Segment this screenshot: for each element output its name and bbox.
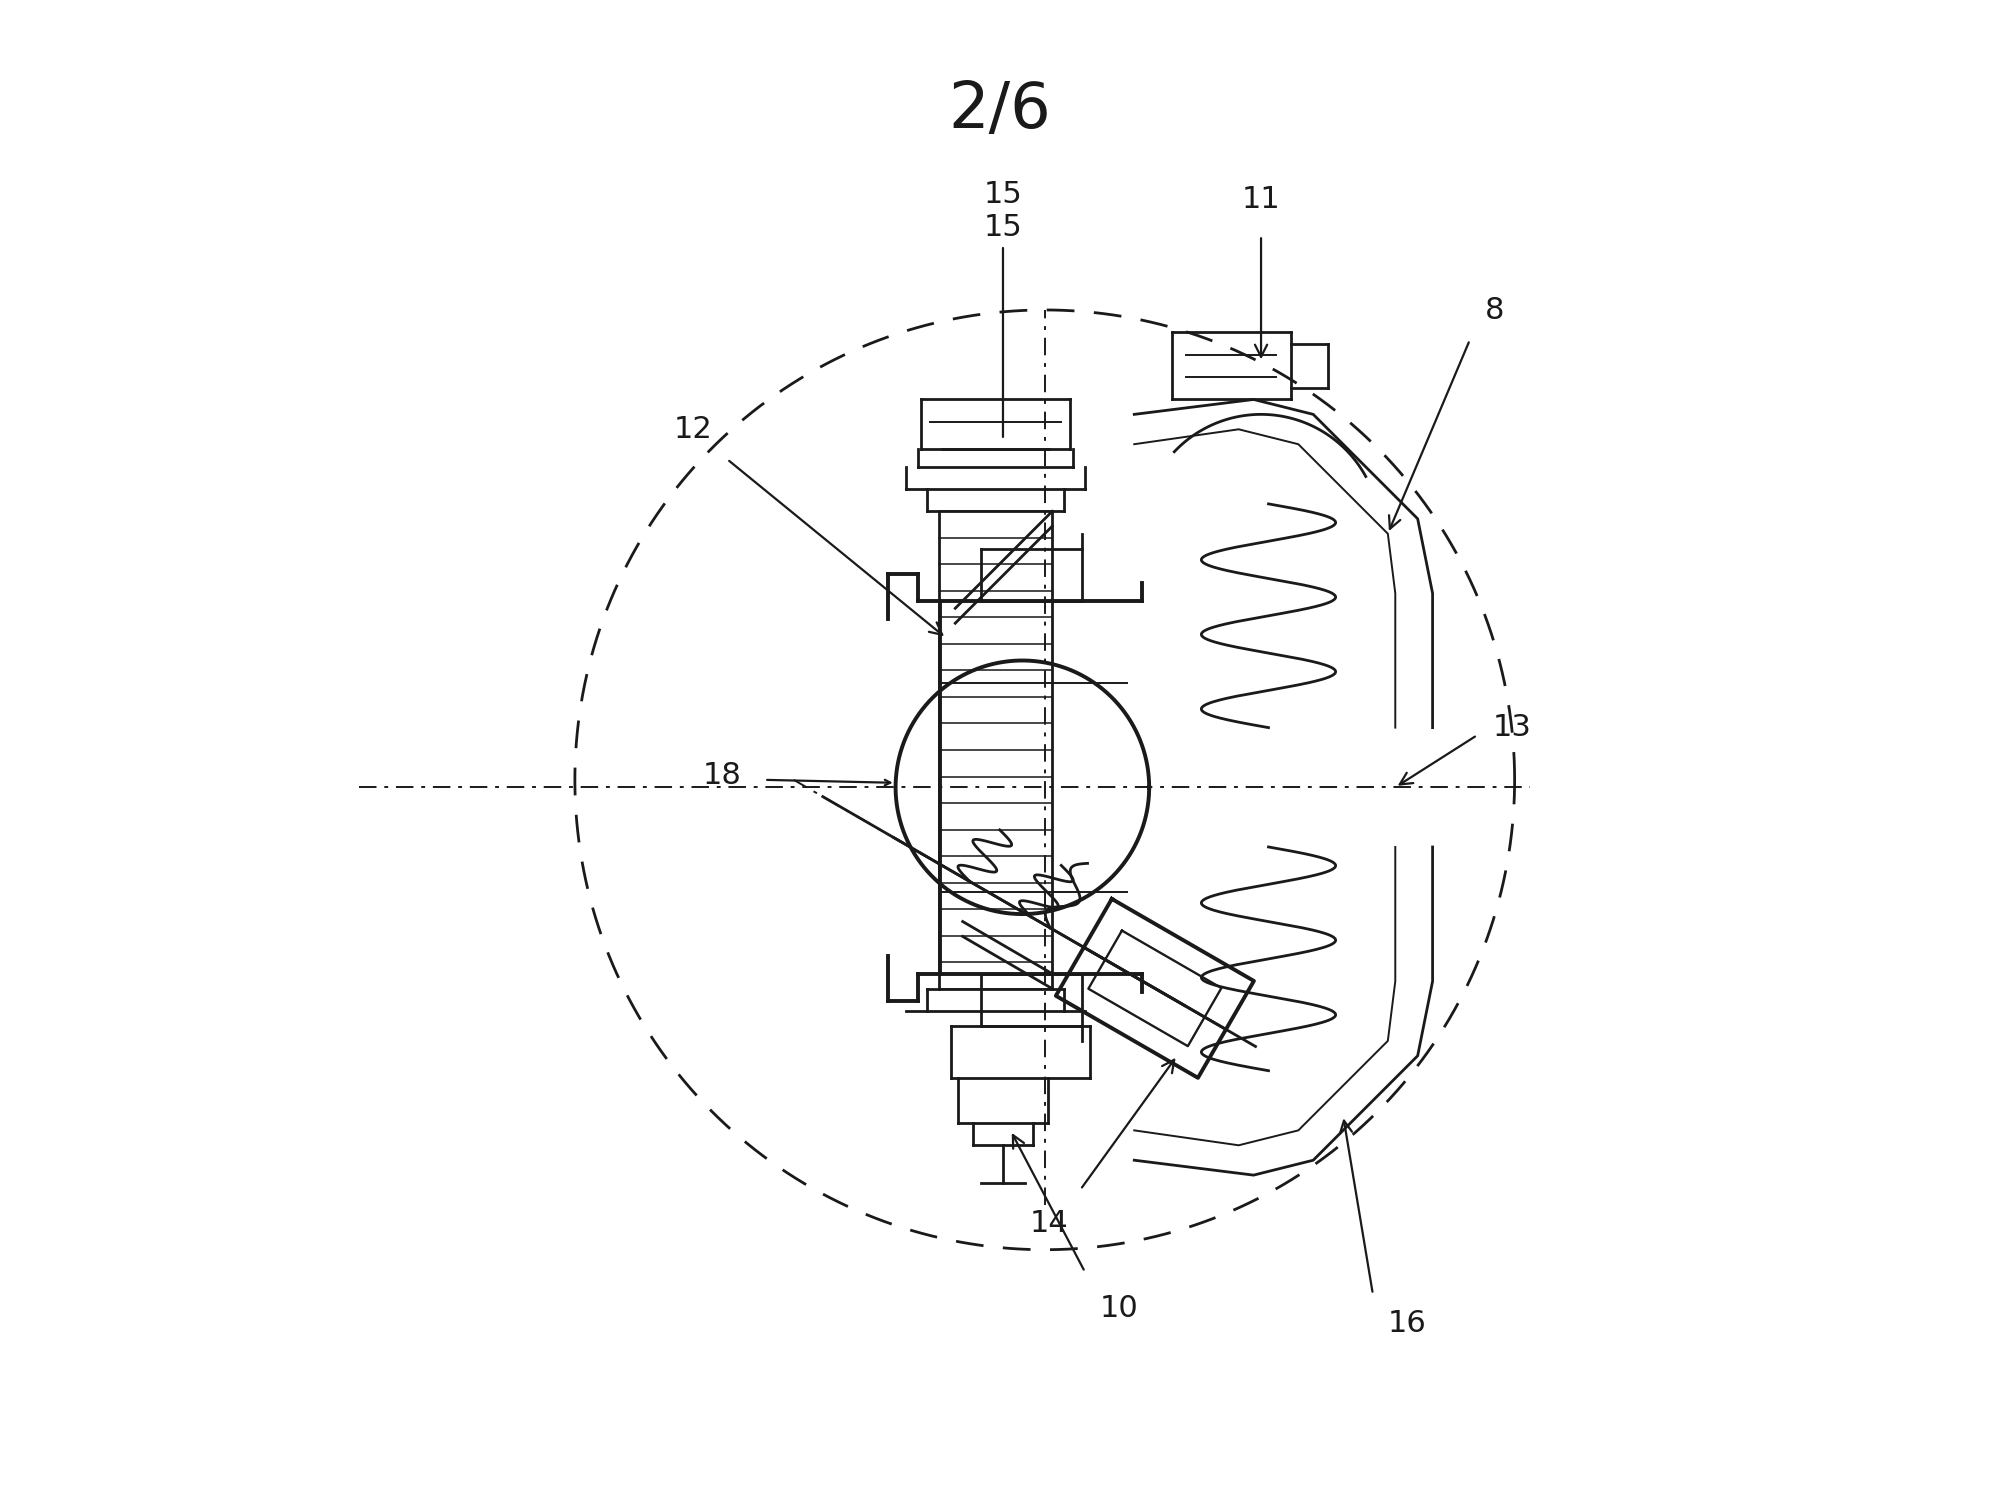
Text: 8: 8 <box>1484 296 1504 326</box>
Text: 15: 15 <box>984 180 1022 209</box>
Text: 2/6: 2/6 <box>948 80 1052 141</box>
Text: 14: 14 <box>1030 1209 1068 1237</box>
Text: 10: 10 <box>1100 1294 1138 1323</box>
Text: 12: 12 <box>674 416 712 444</box>
Text: 18: 18 <box>704 760 742 790</box>
Text: 13: 13 <box>1492 712 1532 742</box>
Text: 15: 15 <box>984 213 1022 436</box>
Text: 11: 11 <box>1242 186 1280 214</box>
Text: 16: 16 <box>1388 1310 1426 1338</box>
